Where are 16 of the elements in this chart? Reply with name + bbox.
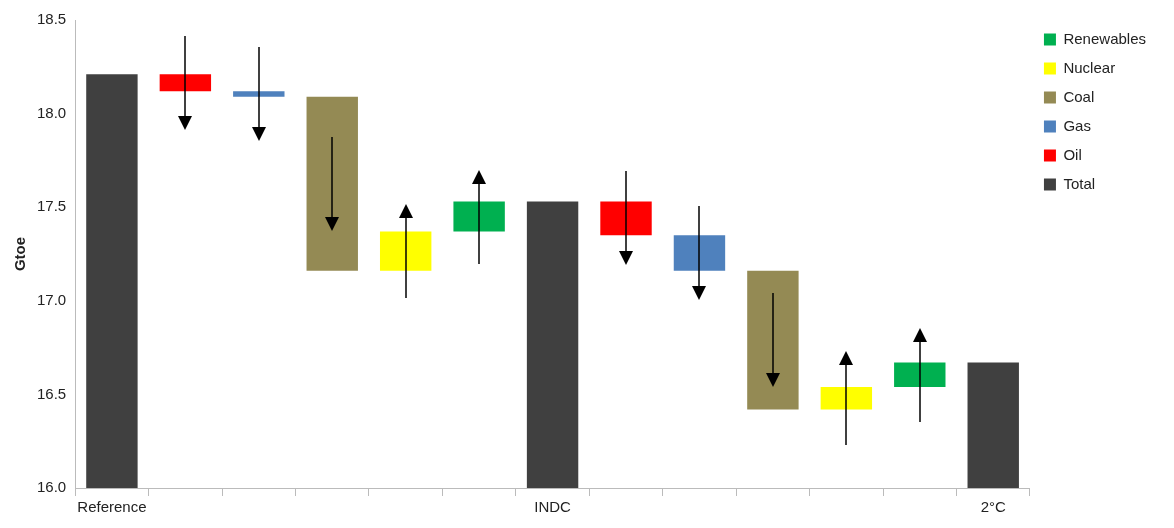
legend-label: Coal	[1063, 87, 1095, 105]
x-tick-label: INDC	[534, 498, 572, 516]
y-tick-label: 18.5	[36, 10, 67, 28]
legend-label: Total	[1063, 174, 1096, 192]
y-axis-title: Gtoe	[11, 236, 29, 272]
legend-label: Gas	[1063, 116, 1091, 134]
legend-label: Renewables	[1063, 29, 1147, 47]
y-tick-label: 18.0	[36, 103, 67, 121]
y-tick-label: 16.0	[36, 478, 67, 496]
x-tick-label: 2°C	[980, 498, 1006, 516]
y-tick-label: 17.0	[36, 290, 67, 308]
x-tick-label: Reference	[77, 498, 147, 516]
y-tick-label: 16.5	[36, 384, 67, 402]
y-tick-label: 17.5	[36, 197, 67, 215]
legend-label: Oil	[1063, 145, 1082, 163]
legend-label: Nuclear	[1063, 58, 1116, 76]
